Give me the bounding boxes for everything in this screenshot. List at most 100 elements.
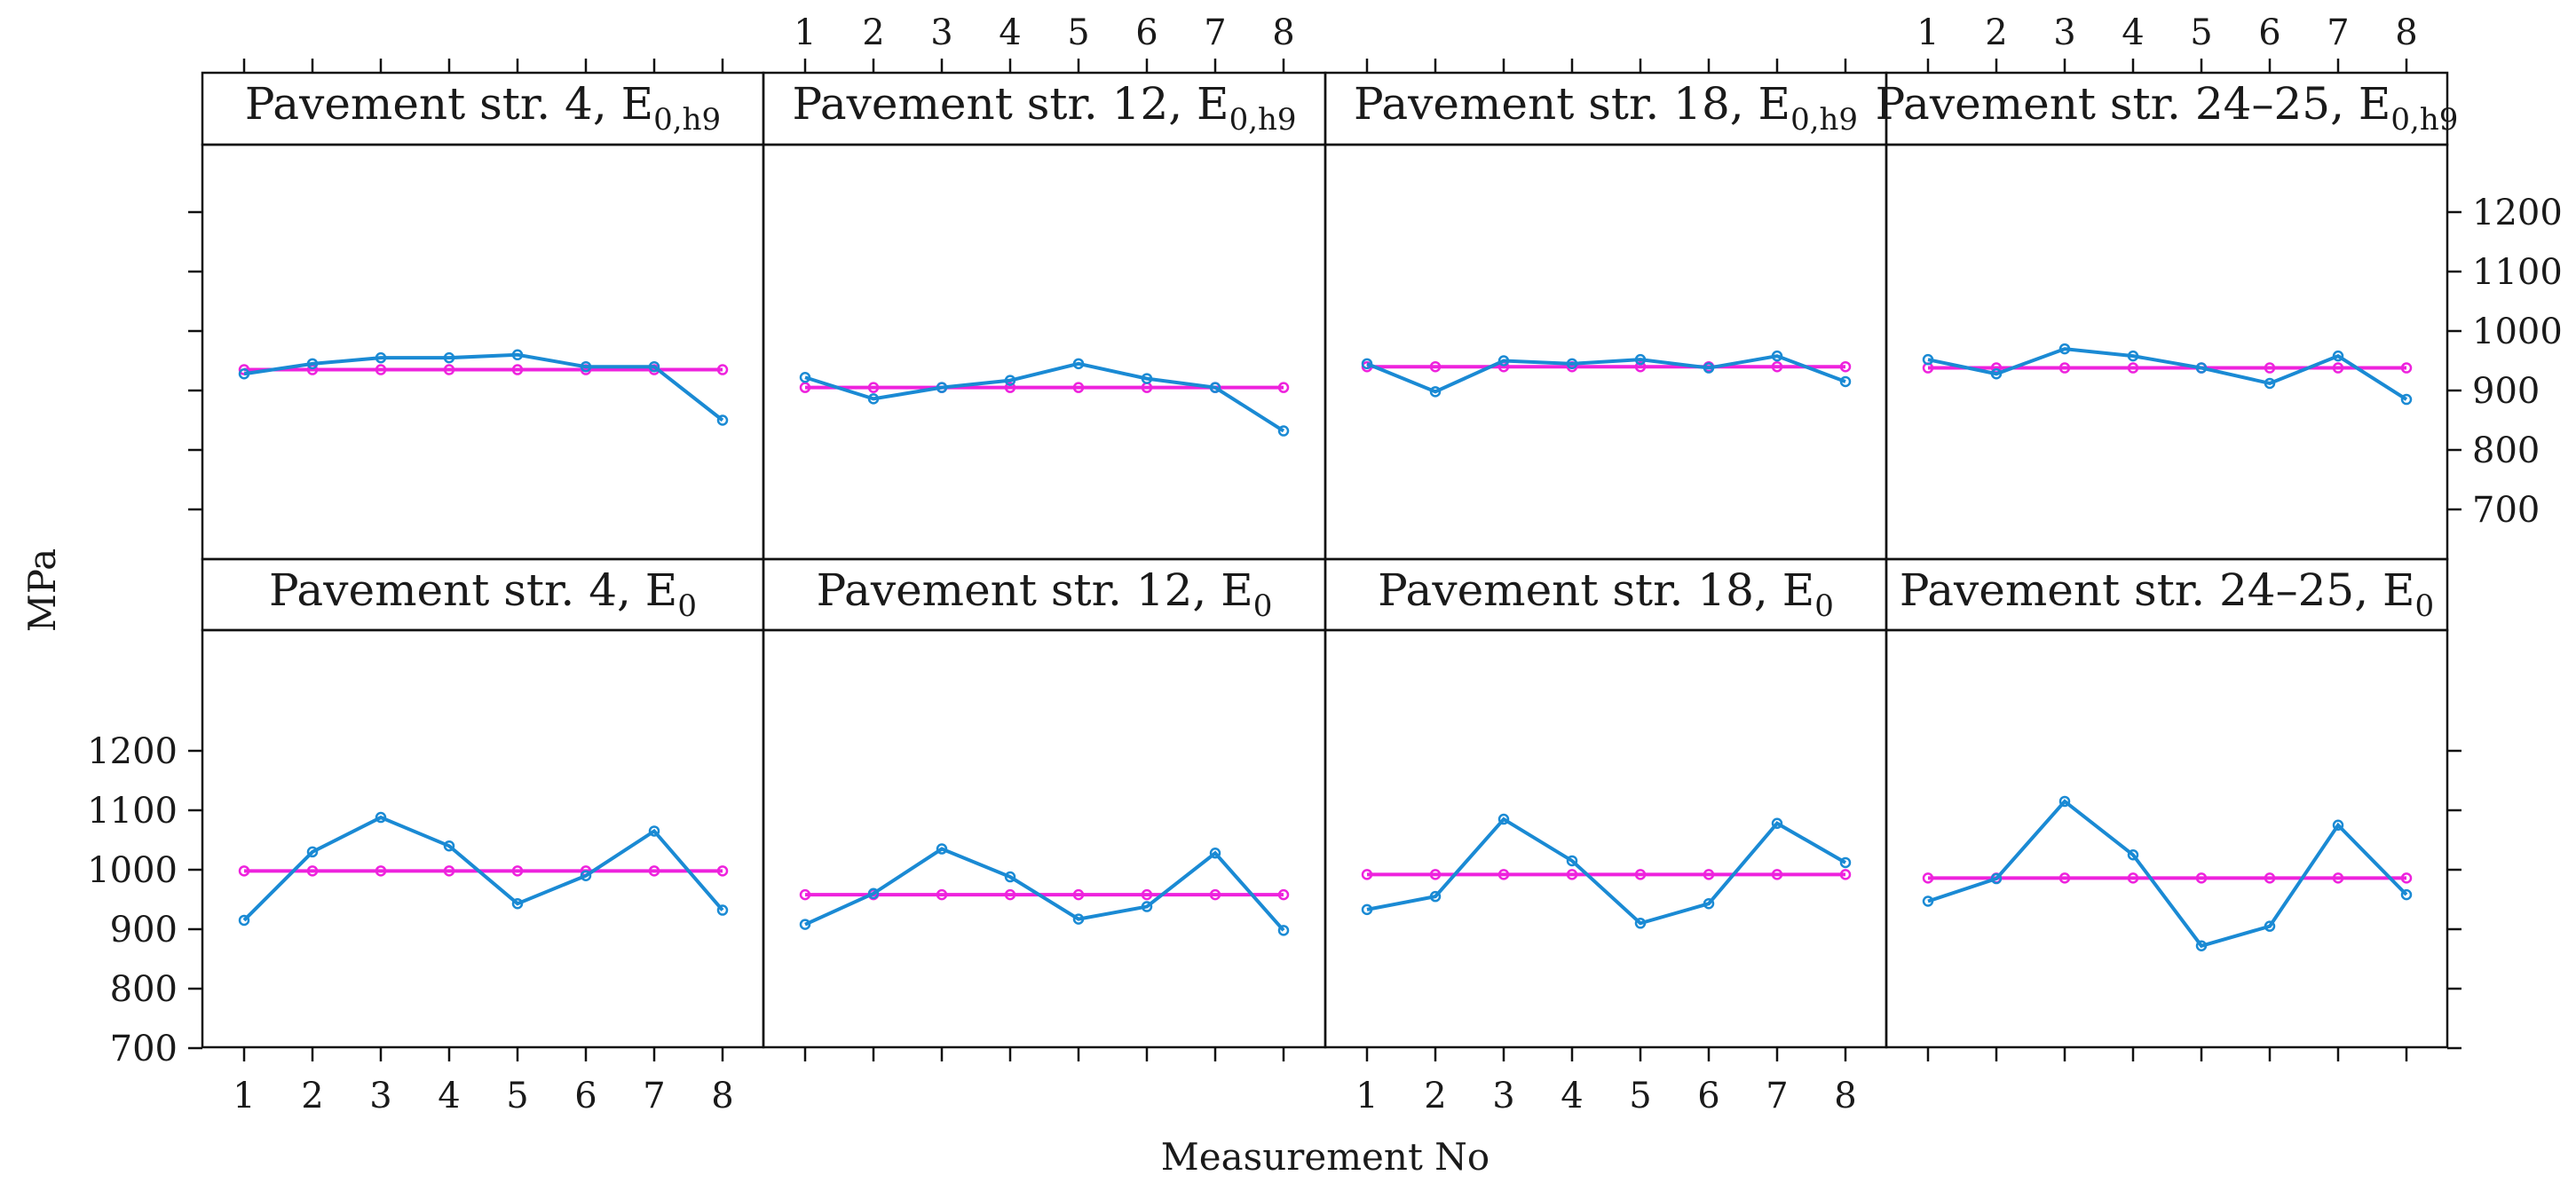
mean-point — [2264, 872, 2276, 884]
mean-point — [1634, 360, 1647, 373]
mean-point — [867, 382, 880, 393]
x-tick-label: 4 — [999, 12, 1021, 53]
measured-point — [1429, 890, 1442, 903]
measured-point — [2332, 819, 2344, 831]
x-tick-label: 1 — [233, 1076, 255, 1116]
measured-point — [375, 351, 387, 364]
x-tick-label: 4 — [1561, 1076, 1583, 1116]
measured-point — [1277, 425, 1290, 437]
x-tick-label: 8 — [1834, 1076, 1856, 1116]
measured-point — [306, 358, 319, 370]
x-tick-label: 5 — [506, 1076, 528, 1116]
y-tick-label: 1100 — [87, 791, 178, 832]
panel-labels: Pavement str. 4, E0,h9 Pavement str. 12, … — [87, 12, 2563, 1116]
y-tick-label: 1100 — [2472, 252, 2563, 293]
measured-point — [1497, 355, 1510, 367]
y-tick-label: 900 — [2472, 371, 2540, 412]
panel-title: Pavement str. 18, E0 — [1378, 564, 1834, 624]
measured-point — [580, 870, 592, 881]
mean-point — [1839, 869, 1852, 880]
mean-point — [1771, 360, 1783, 373]
mean-point — [936, 888, 948, 901]
measured-point — [1429, 386, 1442, 398]
y-tick-label: 700 — [2472, 490, 2540, 531]
x-axis-title: Measurement No — [1161, 1135, 1489, 1179]
panel-title: Pavement str. 18, E0,h9 — [1354, 78, 1858, 138]
mean-point — [648, 865, 660, 877]
measured-point — [511, 349, 524, 361]
mean-point — [2058, 362, 2071, 374]
plot-frame — [1885, 628, 2449, 1049]
measured-point — [799, 919, 811, 930]
x-tick-label: 4 — [438, 1076, 460, 1116]
measured-line — [1927, 799, 2408, 949]
measured-point — [2195, 940, 2208, 952]
measured-point — [1839, 856, 1852, 869]
mean-point — [1277, 888, 1290, 901]
measured-point — [1209, 382, 1221, 393]
measured-line — [1366, 354, 1846, 394]
x-tick-label: 6 — [1697, 1076, 1719, 1116]
measured-point — [1141, 373, 1153, 384]
panel-title: Pavement str. 4, E0,h9 — [245, 78, 721, 138]
x-tick-label: 7 — [1766, 1076, 1788, 1116]
x-tick-label: 3 — [930, 12, 952, 53]
mean-point — [238, 865, 250, 877]
measured-point — [799, 372, 811, 383]
mean-point — [443, 364, 455, 375]
measured-point — [375, 811, 387, 824]
measured-point — [1922, 895, 1934, 907]
panel-title: Pavement str. 12, E0,h9 — [792, 78, 1296, 138]
panel-title: Pavement str. 4, E0 — [269, 564, 697, 624]
measured-line — [804, 847, 1285, 932]
mean-point — [1277, 382, 1290, 393]
mean-point — [443, 865, 455, 877]
measured-point — [306, 846, 319, 858]
measured-point — [1277, 925, 1290, 936]
measured-point — [1703, 897, 1715, 910]
mean-point — [2400, 362, 2413, 374]
plot-frame — [762, 628, 1327, 1049]
mean-point — [511, 364, 524, 375]
x-tick-label: 2 — [1985, 12, 2007, 53]
plot-frame — [201, 628, 765, 1049]
y-tick-label: 900 — [110, 910, 178, 951]
mean-point — [306, 865, 319, 877]
measured-line — [1927, 347, 2408, 401]
x-tick-label: 8 — [2395, 12, 2417, 53]
x-tick-label: 3 — [1492, 1076, 1514, 1116]
y-tick-label: 1000 — [2472, 312, 2563, 352]
measured-point — [1361, 358, 1373, 370]
measured-point — [867, 887, 880, 900]
measured-point — [1004, 375, 1016, 386]
y-axis-title: MPa — [20, 548, 64, 632]
mean-point — [2127, 362, 2139, 374]
mean-point — [2195, 872, 2208, 884]
measured-point — [2127, 350, 2139, 362]
x-tick-label: 7 — [2327, 12, 2349, 53]
measured-point — [1839, 375, 1852, 388]
mean-point — [799, 382, 811, 393]
plot-frame — [762, 143, 1327, 561]
measured-line — [1366, 816, 1846, 926]
mean-point — [1839, 360, 1852, 373]
y-tick-label: 800 — [110, 969, 178, 1010]
measured-point — [1566, 855, 1578, 867]
measured-line — [242, 815, 724, 922]
x-tick-label: 8 — [1272, 12, 1294, 53]
measured-point — [1004, 871, 1016, 883]
mean-point — [716, 364, 729, 375]
measured-point — [2127, 849, 2139, 861]
measured-point — [936, 382, 948, 393]
mean-point — [2332, 362, 2344, 374]
x-tick-label: 6 — [2258, 12, 2280, 53]
measured-point — [1990, 367, 2003, 380]
measured-line — [243, 352, 724, 422]
measured-point — [1209, 847, 1221, 859]
x-tick-label: 2 — [301, 1076, 323, 1116]
measured-point — [1634, 918, 1647, 929]
x-tick-label: 1 — [1355, 1076, 1378, 1116]
x-tick-label: 1 — [1916, 12, 1939, 53]
mean-point — [2332, 872, 2344, 884]
mean-point — [1429, 360, 1442, 373]
